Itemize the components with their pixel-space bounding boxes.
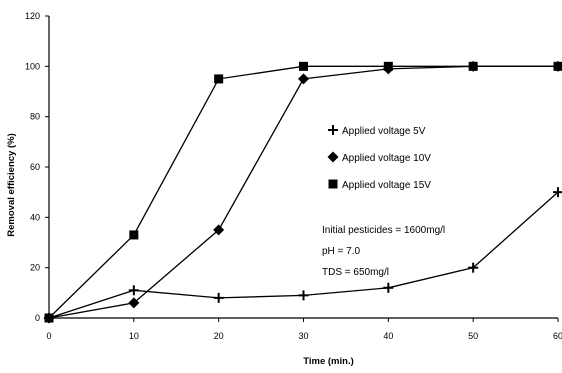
legend-marker bbox=[328, 125, 338, 135]
axes: 0 20 40 60 80 100 120 0 10 20 30 40 50 60 bbox=[25, 11, 562, 341]
annotation-line: pH = 7.0 bbox=[322, 246, 361, 257]
y-tick-label: 40 bbox=[30, 212, 40, 222]
legend: Applied voltage 5V Applied voltage 10V App… bbox=[327, 125, 431, 191]
y-tick-label: 0 bbox=[35, 313, 40, 323]
series-1 bbox=[44, 187, 562, 323]
y-axis-title: Removal efficiency (%) bbox=[6, 133, 17, 236]
series-2 bbox=[43, 60, 562, 324]
annotation-notes: Initial pesticides = 1600mg/l pH = 7.0 TDS… bbox=[322, 225, 445, 278]
series-line bbox=[48, 65, 558, 319]
data-point bbox=[299, 61, 308, 71]
annotation-line: Initial pesticides = 1600mg/l bbox=[322, 225, 445, 236]
data-point bbox=[383, 61, 393, 71]
x-tick-label: 30 bbox=[298, 331, 308, 341]
data-point bbox=[129, 230, 139, 240]
x-tick-label: 0 bbox=[46, 331, 51, 341]
data-point bbox=[298, 73, 309, 85]
legend-item: Applied voltage 15V bbox=[328, 179, 431, 191]
data-point bbox=[468, 262, 479, 273]
data-point bbox=[128, 285, 139, 296]
x-tick-label: 50 bbox=[468, 331, 478, 341]
data-point bbox=[128, 297, 140, 309]
data-point bbox=[298, 290, 309, 301]
y-tick-label: 60 bbox=[30, 162, 40, 172]
legend-label: Applied voltage 15V bbox=[342, 180, 431, 191]
data-point bbox=[214, 74, 224, 84]
data-point bbox=[468, 61, 478, 71]
legend-label: Applied voltage 10V bbox=[342, 153, 431, 164]
series-line bbox=[48, 65, 558, 319]
data-point bbox=[383, 282, 394, 293]
data-point bbox=[213, 224, 225, 236]
y-tick-label: 20 bbox=[30, 263, 40, 273]
legend-item: Applied voltage 5V bbox=[328, 125, 426, 137]
x-tick-label: 60 bbox=[553, 331, 562, 341]
data-point bbox=[553, 187, 562, 198]
x-tick-label: 40 bbox=[383, 331, 393, 341]
data-point bbox=[213, 292, 224, 303]
annotation-line: TDS = 650mg/l bbox=[322, 267, 389, 278]
series-layer bbox=[43, 60, 562, 324]
data-point bbox=[44, 313, 54, 323]
legend-label: Applied voltage 5V bbox=[342, 126, 426, 137]
y-tick-label: 120 bbox=[25, 11, 40, 21]
legend-marker bbox=[328, 179, 338, 189]
legend-marker bbox=[327, 151, 339, 163]
legend-item: Applied voltage 10V bbox=[327, 151, 431, 164]
x-tick-label: 10 bbox=[129, 331, 139, 341]
y-tick-label: 100 bbox=[25, 61, 40, 71]
x-tick-label: 20 bbox=[214, 331, 224, 341]
data-point bbox=[553, 61, 562, 71]
series-3 bbox=[44, 61, 562, 323]
y-tick-label: 80 bbox=[30, 112, 40, 122]
x-axis-title: Time (min.) bbox=[303, 356, 354, 367]
